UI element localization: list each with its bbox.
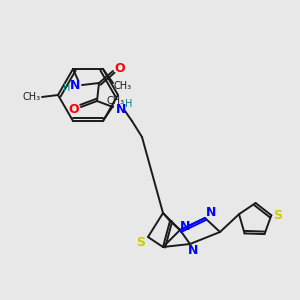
Text: H: H xyxy=(125,99,133,109)
Text: S: S xyxy=(136,236,146,248)
Text: N: N xyxy=(188,244,198,257)
Text: N: N xyxy=(70,79,80,92)
Text: CH₃: CH₃ xyxy=(107,96,125,106)
Text: O: O xyxy=(69,103,79,116)
Text: N: N xyxy=(180,220,190,232)
Text: S: S xyxy=(273,209,282,222)
Text: N: N xyxy=(206,206,216,220)
Text: H: H xyxy=(63,83,71,93)
Text: CH₃: CH₃ xyxy=(114,81,132,91)
Text: O: O xyxy=(115,61,125,74)
Text: CH₃: CH₃ xyxy=(23,92,41,102)
Text: N: N xyxy=(116,103,126,116)
